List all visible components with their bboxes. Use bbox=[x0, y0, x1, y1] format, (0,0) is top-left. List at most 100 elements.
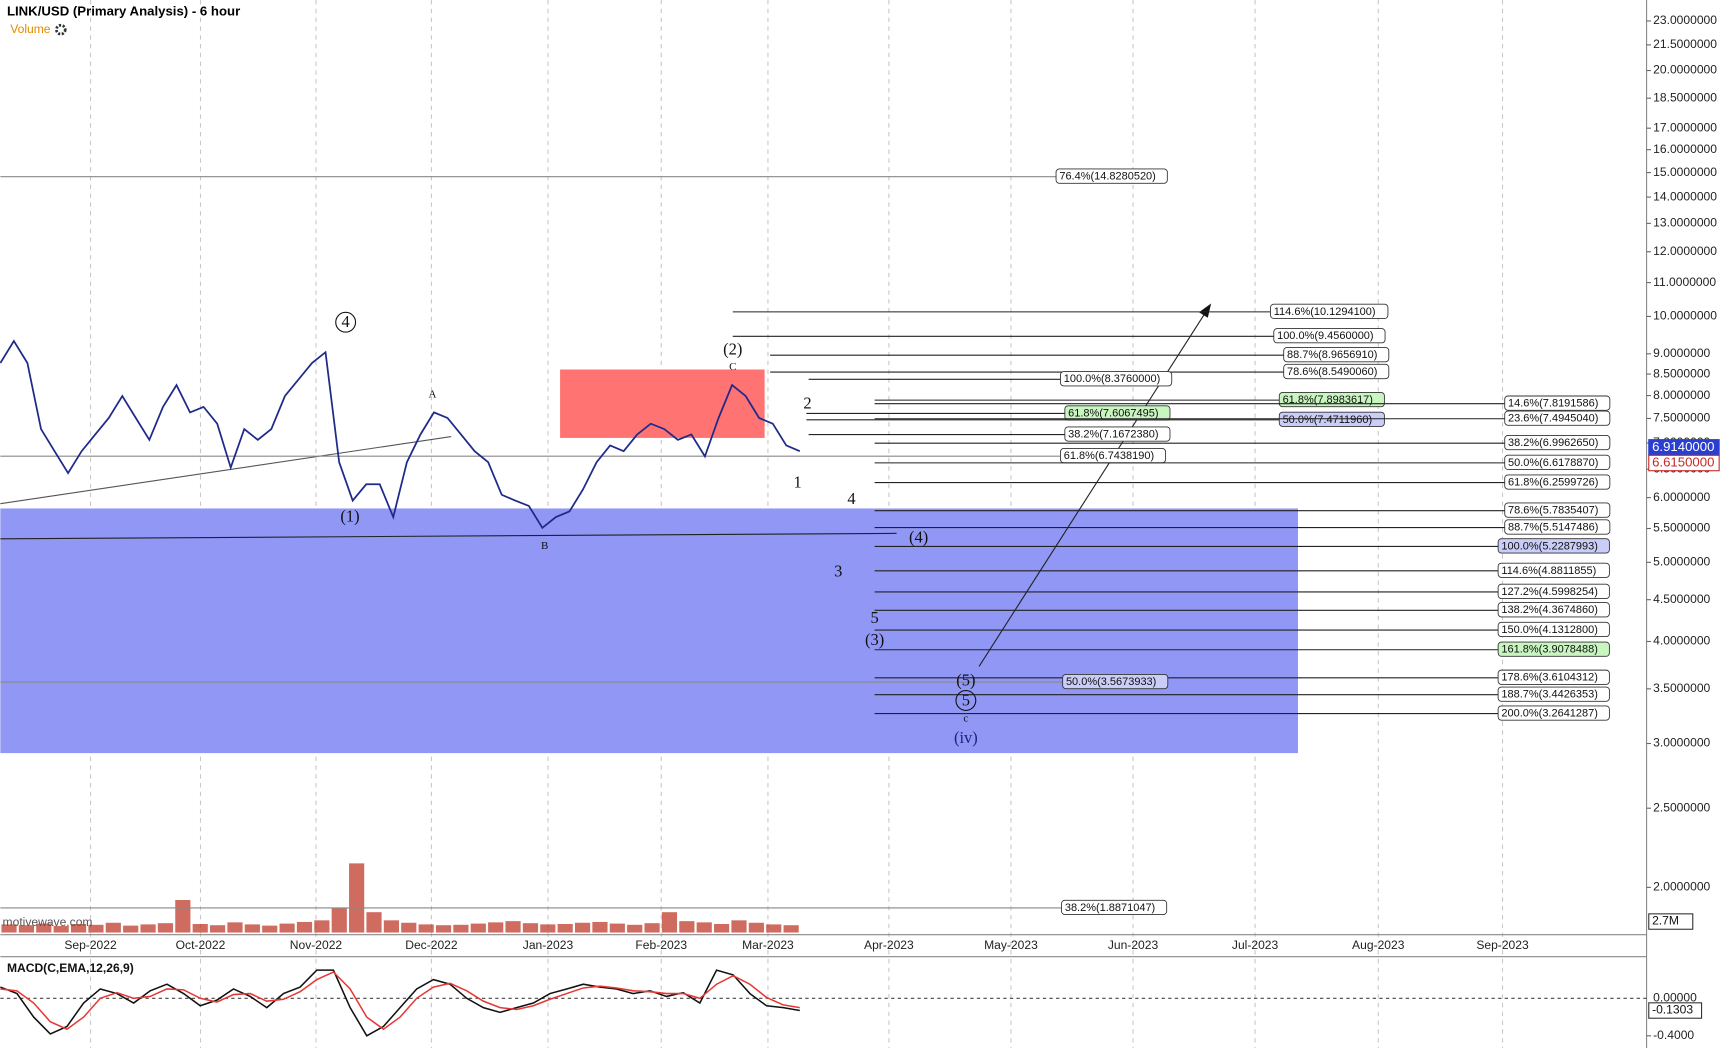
volume-bar bbox=[540, 924, 556, 933]
fib-label-box bbox=[1497, 602, 1610, 618]
fib-label-box bbox=[1497, 538, 1610, 554]
price-label: 6.9140000 bbox=[1652, 439, 1714, 454]
y-tick-label: 2.0000000 bbox=[1653, 880, 1710, 894]
macd-tick-label: 0.00000 bbox=[1653, 990, 1697, 1004]
price-label: 6.6150000 bbox=[1652, 455, 1714, 470]
fib-label-box bbox=[1497, 621, 1610, 638]
wave-label: 2 bbox=[803, 393, 811, 412]
fib-label-box bbox=[1278, 411, 1385, 427]
volume-bar bbox=[766, 924, 782, 933]
trendline bbox=[0, 436, 452, 505]
volume-bar bbox=[192, 923, 208, 933]
volume-bar bbox=[349, 863, 365, 933]
fib-label-box bbox=[1497, 705, 1610, 721]
wave-label: 5 bbox=[870, 608, 878, 627]
volume-bar bbox=[262, 925, 278, 933]
settings-icon[interactable] bbox=[55, 23, 67, 36]
trendline bbox=[0, 532, 897, 540]
x-tick-label: Nov-2022 bbox=[290, 938, 343, 952]
wave-circle bbox=[335, 311, 357, 333]
volume-bar bbox=[488, 922, 504, 933]
volume-bar bbox=[401, 922, 417, 933]
grid bbox=[89, 0, 1504, 1048]
macd-current-label: -0.1303 bbox=[1652, 1003, 1693, 1017]
y-tick-label: 12.0000000 bbox=[1653, 244, 1717, 258]
chart-title: LINK/USD (Primary Analysis) - 6 hour bbox=[7, 4, 240, 19]
volume-bar bbox=[53, 926, 69, 933]
fib-label: 38.2%(7.1672380) bbox=[1068, 428, 1158, 440]
y-tick-label: 8.5000000 bbox=[1653, 366, 1710, 380]
y-tick-label: 16.0000000 bbox=[1653, 142, 1717, 156]
volume-bar bbox=[314, 920, 330, 933]
indicator-label[interactable]: Volume bbox=[10, 22, 51, 36]
volume-bar bbox=[418, 924, 434, 933]
volume-bar bbox=[157, 923, 174, 933]
fib-label-box bbox=[1270, 303, 1389, 319]
y-tick-label: 8.0000000 bbox=[1653, 388, 1710, 402]
fib-label: 38.2%(6.9962650) bbox=[1508, 437, 1598, 449]
macd-line bbox=[0, 971, 800, 1031]
x-tick-label: Jan-2023 bbox=[523, 938, 574, 952]
volume-bar bbox=[696, 922, 712, 933]
volume-bar bbox=[18, 925, 35, 933]
y-tick-label: 9.0000000 bbox=[1653, 346, 1710, 360]
x-tick-label: Feb-2023 bbox=[635, 938, 687, 952]
x-tick-label: Dec-2022 bbox=[405, 938, 458, 952]
fib-label-box bbox=[1497, 562, 1610, 578]
fib-label: 88.7%(8.9656910) bbox=[1287, 349, 1377, 361]
fib-label: 23.6%(7.4945040) bbox=[1508, 413, 1598, 425]
target-zone bbox=[560, 369, 765, 438]
y-tick-label: 18.5000000 bbox=[1653, 90, 1717, 104]
volume-bar bbox=[366, 912, 382, 933]
volume-bar bbox=[123, 925, 139, 933]
volume-bar bbox=[453, 924, 469, 933]
y-tick-label: 23.0000000 bbox=[1653, 13, 1717, 27]
axes: 23.000000021.500000020.000000018.5000000… bbox=[64, 13, 1720, 952]
wave-label: 3 bbox=[834, 562, 842, 581]
wave-label: (2) bbox=[723, 340, 742, 359]
x-tick-label: Sep-2022 bbox=[64, 938, 117, 952]
fib-label: 100.0%(8.3760000) bbox=[1064, 373, 1161, 385]
fib-label: 150.0%(4.1312800) bbox=[1501, 624, 1598, 636]
fib-label: 61.8%(7.6067495) bbox=[1068, 407, 1158, 419]
fib-label: 61.8%(6.7438190) bbox=[1064, 450, 1154, 462]
x-tick-label: Aug-2023 bbox=[1352, 938, 1405, 952]
wave-label: 1 bbox=[793, 473, 801, 492]
volume-bar bbox=[244, 924, 260, 933]
y-tick-label: 15.0000000 bbox=[1653, 165, 1717, 179]
volume-bar bbox=[105, 922, 121, 933]
x-tick-label: Sep-2023 bbox=[1476, 938, 1529, 952]
fib-label: 114.6%(10.1294100) bbox=[1274, 306, 1376, 318]
y-tick-label: 3.0000000 bbox=[1653, 736, 1710, 750]
fib-label: 14.6%(7.8191586) bbox=[1508, 398, 1598, 410]
wave-label: (4) bbox=[909, 528, 928, 547]
wave-circle bbox=[955, 690, 977, 711]
fib-label-box bbox=[1273, 328, 1386, 344]
volume-bar bbox=[783, 925, 799, 933]
volume-bar bbox=[679, 921, 695, 933]
fib-label: 50.0%(3.5673933) bbox=[1066, 676, 1156, 688]
fib-label: 200.0%(3.2641287) bbox=[1501, 708, 1598, 720]
fib-label-box bbox=[1497, 583, 1610, 599]
fib-label-box bbox=[1497, 669, 1610, 685]
y-tick-label: 2.5000000 bbox=[1653, 800, 1710, 814]
fib-label-box bbox=[1497, 641, 1610, 657]
fib-label: 100.0%(5.2287993) bbox=[1501, 540, 1598, 552]
x-tick-label: Jul-2023 bbox=[1232, 938, 1279, 952]
wave-label: B bbox=[541, 540, 548, 552]
fib-label: 76.4%(14.8280520) bbox=[1059, 171, 1156, 183]
volume-bar bbox=[296, 921, 313, 933]
wave-label: (5) bbox=[956, 671, 975, 690]
fib-label-box bbox=[1055, 168, 1168, 184]
volume-bar bbox=[731, 920, 747, 933]
volume-bar bbox=[522, 923, 539, 933]
zones bbox=[0, 369, 1298, 754]
price-series bbox=[0, 339, 801, 530]
price-label-box bbox=[1648, 454, 1720, 472]
volume-bar bbox=[383, 920, 399, 933]
volume-bar bbox=[470, 923, 486, 933]
y-tick-label: 17.0000000 bbox=[1653, 120, 1717, 134]
y-tick-label: 5.5000000 bbox=[1653, 521, 1710, 535]
